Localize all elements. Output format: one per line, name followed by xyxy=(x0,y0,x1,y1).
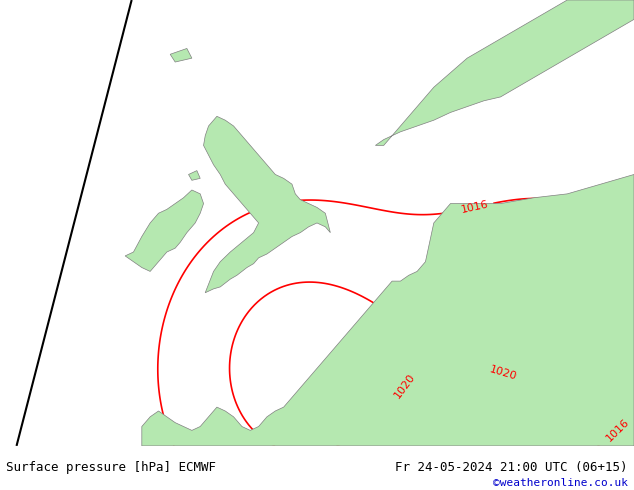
Text: ©weatheronline.co.uk: ©weatheronline.co.uk xyxy=(493,478,628,488)
Polygon shape xyxy=(204,116,330,293)
Text: 1016: 1016 xyxy=(460,199,489,215)
Text: Fr 24-05-2024 21:00 UTC (06+15): Fr 24-05-2024 21:00 UTC (06+15) xyxy=(395,462,628,474)
Text: 1020: 1020 xyxy=(392,372,418,400)
Polygon shape xyxy=(375,0,634,146)
Polygon shape xyxy=(125,190,204,271)
Polygon shape xyxy=(188,171,200,180)
Text: 1020: 1020 xyxy=(488,365,518,382)
Text: 1016: 1016 xyxy=(605,416,631,443)
Text: Surface pressure [hPa] ECMWF: Surface pressure [hPa] ECMWF xyxy=(6,462,216,474)
Polygon shape xyxy=(142,174,634,446)
Polygon shape xyxy=(170,49,192,62)
